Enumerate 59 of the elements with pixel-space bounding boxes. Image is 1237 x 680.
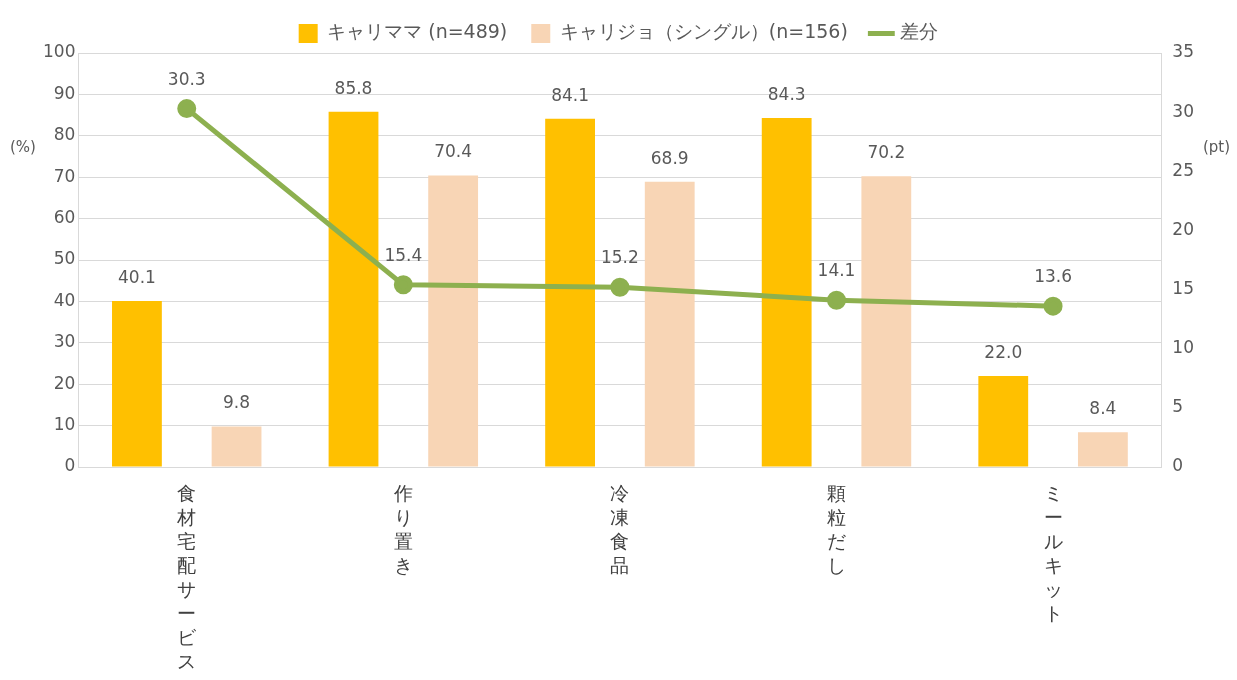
data-label: 40.1 <box>118 266 156 287</box>
point <box>177 99 197 119</box>
x-tick-label: 作り置き <box>392 481 414 577</box>
bar <box>644 181 695 467</box>
y-tick-label: 40 <box>53 289 76 310</box>
bar <box>761 118 812 467</box>
y2-tick-label: 30 <box>1172 100 1195 121</box>
legend-label: キャリママ (n=489) <box>327 20 508 43</box>
x-tick-label: ミールキット <box>1042 481 1064 625</box>
bar <box>428 175 479 467</box>
y-tick-label: 10 <box>53 414 76 435</box>
y-tick-label: 90 <box>53 82 76 103</box>
data-label: 8.4 <box>1089 398 1117 419</box>
y-tick-label: 0 <box>64 455 76 476</box>
bar <box>978 375 1029 467</box>
data-label: 84.3 <box>767 83 806 104</box>
y2-tick-label: 10 <box>1172 337 1195 358</box>
bar <box>211 426 262 467</box>
point <box>1043 296 1063 316</box>
x-tick-label: 冷凍食品 <box>609 481 631 577</box>
x-tick-label: 顆粒だし <box>826 481 847 577</box>
legend-label: 差分 <box>900 20 939 43</box>
data-label: 13.6 <box>1034 266 1073 287</box>
data-label: 9.8 <box>223 392 251 413</box>
y2-tick-label: 15 <box>1172 277 1195 298</box>
y2-tick-label: 35 <box>1172 41 1195 62</box>
y2-tick-label: 5 <box>1172 396 1184 417</box>
bar <box>861 176 912 467</box>
y-tick-label: 30 <box>53 331 76 352</box>
legend-label: キャリジョ（シングル）(n=156) <box>559 20 848 43</box>
y2-axis-title: (pt) <box>1202 137 1230 156</box>
y-tick-label: 60 <box>53 207 76 228</box>
point <box>610 277 630 297</box>
y-tick-label: 70 <box>53 165 76 186</box>
x-tick-label: 食材宅配サービス <box>176 481 198 673</box>
data-label: 85.8 <box>334 77 373 98</box>
data-label: 22.0 <box>984 341 1023 362</box>
y2-tick-label: 20 <box>1172 218 1195 239</box>
data-label: 14.1 <box>817 260 856 281</box>
data-label: 15.4 <box>384 244 423 265</box>
data-label: 30.3 <box>167 68 206 89</box>
data-label: 84.1 <box>551 84 590 105</box>
y-tick-label: 20 <box>53 372 76 393</box>
bar <box>328 111 379 467</box>
y2-tick-label: 25 <box>1172 159 1195 180</box>
y-tick-label: 50 <box>53 248 76 269</box>
y-tick-label: 80 <box>53 124 76 145</box>
point <box>393 275 413 295</box>
data-label: 70.2 <box>867 142 906 163</box>
bar <box>545 118 595 467</box>
data-label: 70.4 <box>434 141 473 162</box>
y2-tick-label: 0 <box>1172 455 1184 476</box>
bar <box>112 300 162 467</box>
data-label: 68.9 <box>650 147 689 168</box>
data-label: 15.2 <box>600 247 639 268</box>
y-tick-label: 100 <box>42 41 76 62</box>
y-axis-title: (%) <box>10 137 36 156</box>
point <box>826 290 846 310</box>
bar <box>1077 432 1128 467</box>
